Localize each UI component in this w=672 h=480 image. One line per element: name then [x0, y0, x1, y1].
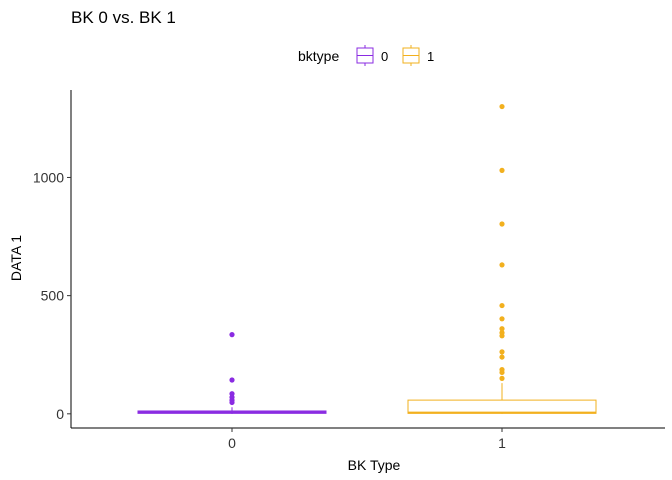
outlier-point — [499, 326, 505, 332]
legend-item-1: 1 — [402, 45, 434, 66]
chart-title: BK 0 vs. BK 1 — [71, 8, 176, 27]
outlier-point — [499, 262, 505, 268]
outlier-point — [229, 399, 235, 406]
x-axis-title: BK Type — [348, 457, 401, 473]
outlier-point — [229, 332, 235, 338]
chart-marks — [137, 103, 597, 414]
x-tick-label: 0 — [228, 435, 236, 451]
y-tick-label: 1000 — [33, 169, 64, 185]
outlier-point — [499, 369, 505, 376]
outlier-point — [499, 316, 505, 322]
outlier-point — [499, 333, 505, 339]
axis-ticks: 0 500 1000 0 1 — [33, 169, 506, 451]
box — [407, 399, 597, 414]
legend-item-0: 0 — [356, 45, 388, 66]
x-tick-label: 1 — [498, 435, 506, 451]
axes — [70, 90, 665, 429]
outlier-point — [499, 349, 505, 355]
legend-label: 0 — [381, 49, 388, 64]
y-tick-label: 0 — [56, 406, 64, 422]
legend-title: bktype — [298, 48, 339, 64]
y-tick-label: 500 — [41, 288, 65, 304]
outlier-point — [499, 302, 505, 309]
outlier-point — [499, 103, 505, 110]
outlier-point — [499, 354, 505, 360]
box-group-0 — [137, 332, 327, 414]
box-group-1 — [407, 103, 597, 414]
outlier-point — [229, 377, 235, 383]
y-axis-title: DATA 1 — [8, 235, 24, 281]
legend-label: 1 — [427, 49, 434, 64]
outlier-point — [499, 375, 505, 381]
legend: bktype 0 1 — [298, 45, 434, 66]
outlier-point — [499, 221, 505, 227]
outlier-point — [499, 167, 505, 173]
